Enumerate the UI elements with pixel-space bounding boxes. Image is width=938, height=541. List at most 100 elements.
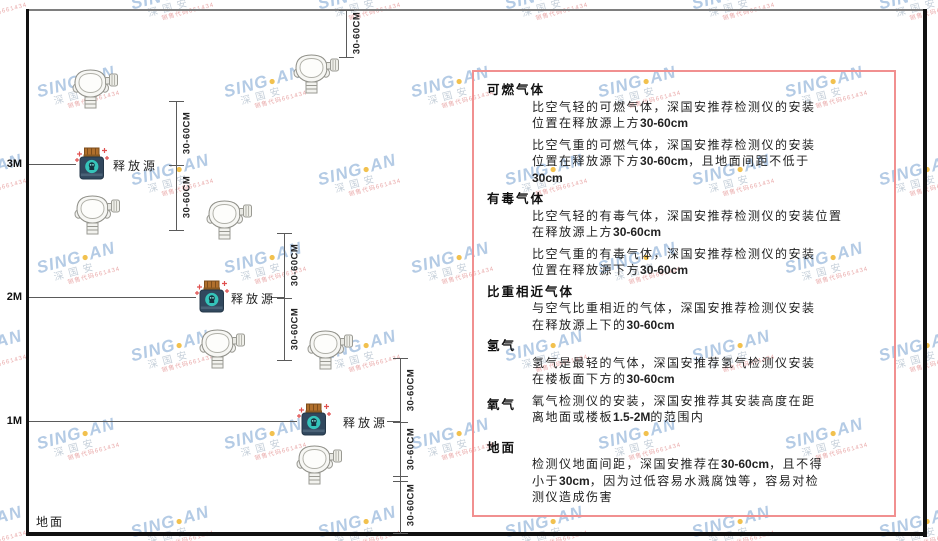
dimension-label: 30-60CM: [405, 368, 417, 412]
section-paragraph: 比空气重的有毒气体，深国安推荐检测仪的安装 位置在释放源下方30-60cm: [532, 246, 882, 279]
watermark-cn-text: 深国安: [52, 436, 100, 460]
ceiling-line: [26, 9, 925, 11]
watermark-brand: SING●AN: [503, 0, 585, 13]
panel-section-4: 氢气 氢气是最轻的气体，深国安推荐氢气检测仪安装 在楼板面下方的30-60cm: [487, 338, 882, 388]
watermark-dot-icon: ●: [360, 160, 373, 177]
dimension-tick: [393, 476, 408, 477]
watermark: SING●AN 深国安 销售代码661434: [877, 0, 938, 29]
section-paragraph: 比空气重的可燃气体，深国安推荐检测仪的安装 位置在释放源下方30-60cm，且地面…: [532, 137, 882, 187]
height-level-line: [271, 297, 284, 298]
panel-section-6: 地面 检测仪地面间距，深国安推荐在30-60cm，且不得 小于30cm，因为过低容易…: [487, 440, 882, 506]
watermark: SING●AN 深国安 销售代码661434: [503, 0, 590, 29]
paragraph-line: 比空气重的可燃气体，深国安推荐检测仪的安装: [532, 137, 816, 152]
guideline-panel: 可燃气体 比空气轻的可燃气体，深国安推荐检测仪的安装 位置在释放源上方30-60cm…: [472, 70, 896, 517]
dimension-tick: [277, 298, 292, 299]
watermark: SING●AN 深国安 销售代码661434: [35, 414, 122, 469]
height-level-line: [29, 164, 76, 165]
dimension-tick: [169, 101, 184, 102]
panel-section-2: 有毒气体 比空气轻的有毒气体，深国安推荐检测仪的安装位置 在释放源上方30-60cm…: [487, 191, 882, 279]
watermark-code-text: 销售代码661434: [535, 2, 590, 23]
watermark-brand: SING●AN: [0, 502, 25, 528]
watermark-dot-icon: ●: [735, 0, 747, 1]
release-source-icon: [194, 280, 230, 319]
watermark-dot-icon: ●: [548, 0, 560, 1]
watermark-code-text: 销售代码661434: [67, 442, 122, 463]
watermark-brand: SING●AN: [0, 0, 24, 13]
watermark-cn-text: 深国安: [708, 520, 775, 541]
section-title: 有毒气体: [487, 192, 546, 206]
watermark-code-text: 销售代码661434: [348, 178, 403, 199]
release-source-label: 释放源: [113, 159, 159, 173]
watermark-cn-text: 深国安: [0, 348, 7, 372]
paragraph-line: 与空气比重相近的气体，深国安推荐检测仪安装: [532, 301, 816, 315]
dimension-label: 30-60CM: [289, 307, 301, 351]
dimension-tick: [393, 358, 408, 359]
section-paragraph: 与空气比重相近的气体，深国安推荐检测仪安装 在释放源上下的30-60cm: [532, 300, 882, 333]
paragraph-line: 比空气重的有毒气体，深国安推荐检测仪的安装: [532, 246, 816, 261]
watermark-brand: SING●AN: [315, 150, 399, 190]
gas-detector-icon: [74, 194, 120, 241]
section-title: 可燃气体: [487, 83, 546, 97]
watermark-cn-text: 深国安: [0, 524, 7, 541]
dimension-tick: [169, 165, 184, 166]
watermark-code-text: 销售代码661434: [0, 2, 29, 23]
watermark-brand: SING●AN: [0, 326, 25, 352]
height-level-line: [29, 297, 196, 298]
height-label: 2M: [6, 291, 22, 303]
dimension-tick: [277, 360, 292, 361]
gas-detector-icon: [307, 329, 353, 376]
paragraph-line: 比空气轻的可燃气体，深国安推荐检测仪的安装: [532, 99, 816, 114]
release-source-icon: [296, 403, 332, 442]
dimension-line: [284, 233, 285, 360]
paragraph-line: 比空气轻的有毒气体，深国安推荐检测仪的安装位置: [532, 208, 843, 223]
paragraph-line: 离地面或楼板1.5-2M的范围内: [532, 410, 705, 424]
release-source-label: 释放源: [343, 416, 389, 430]
left-wall-line: [26, 9, 29, 535]
dimension-label: 30-60CM: [405, 427, 417, 471]
height-level-line: [29, 421, 297, 422]
dimension-tick: [393, 422, 408, 423]
watermark-cn-text: 深国安: [521, 520, 588, 541]
watermark-cn-text: 深国安: [334, 520, 401, 541]
dimension-label: 30-60CM: [181, 175, 193, 219]
paragraph-line: 测仪造成伤害: [532, 490, 614, 504]
watermark: SING●AN 深国安 销售代码661434: [0, 0, 28, 29]
watermark-dot-icon: ●: [173, 336, 186, 353]
watermark-cn-text: 深国安: [895, 520, 938, 541]
watermark: SING●AN 深国安 销售代码661434: [690, 0, 777, 29]
watermark-cn-text: 深国安: [333, 172, 381, 196]
section-title: 氧气: [487, 397, 517, 412]
watermark-dot-icon: ●: [79, 248, 92, 265]
dimension-tick: [339, 57, 354, 58]
gas-detector-icon: [199, 328, 245, 375]
paragraph-line: 位置在释放源下方30-60cm，且地面间距不低于: [532, 154, 810, 168]
watermark-dot-icon: ●: [922, 0, 934, 1]
section-paragraph: 氧气检测仪的安装，深国安推荐其安装高度在距 离地面或楼板1.5-2M的范围内: [532, 393, 882, 426]
watermark-dot-icon: ●: [266, 424, 279, 441]
dimension-tick: [277, 233, 292, 234]
release-source-label: 释放源: [231, 292, 277, 306]
dimension-label: 30-60CM: [351, 11, 363, 55]
watermark-dot-icon: ●: [360, 336, 373, 353]
watermark: SING●AN 深国安 销售代码661434: [0, 502, 28, 541]
watermark: SING●AN 深国安 销售代码661434: [129, 0, 216, 29]
dimension-tick: [339, 10, 354, 11]
watermark-cn-text: 深国安: [0, 0, 7, 20]
watermark-dot-icon: ●: [360, 512, 373, 529]
panel-section-5: 氧气 氧气检测仪的安装，深国安推荐其安装高度在距 离地面或楼板1.5-2M的范围内: [487, 393, 882, 426]
panel-section-1: 可燃气体 比空气轻的可燃气体，深国安推荐检测仪的安装 位置在释放源上方30-60cm…: [487, 82, 882, 186]
paragraph-line: 在释放源上下的30-60cm: [532, 317, 675, 332]
watermark-code-text: 销售代码661434: [0, 178, 29, 199]
watermark-brand: SING●AN: [690, 0, 772, 13]
dimension-line: [400, 358, 401, 533]
watermark-dot-icon: ●: [174, 0, 186, 1]
height-label: 3M: [6, 158, 22, 170]
watermark-code-text: 销售代码661434: [67, 266, 122, 287]
paragraph-line: 氧气检测仪的安装，深国安推荐其安装高度在距: [532, 393, 816, 408]
gas-detector-icon: [72, 68, 118, 115]
gas-detector-icon: [296, 444, 342, 491]
section-title: 比重相近气体: [487, 284, 575, 299]
watermark-dot-icon: ●: [173, 512, 186, 529]
section-title: 地面: [487, 440, 517, 455]
